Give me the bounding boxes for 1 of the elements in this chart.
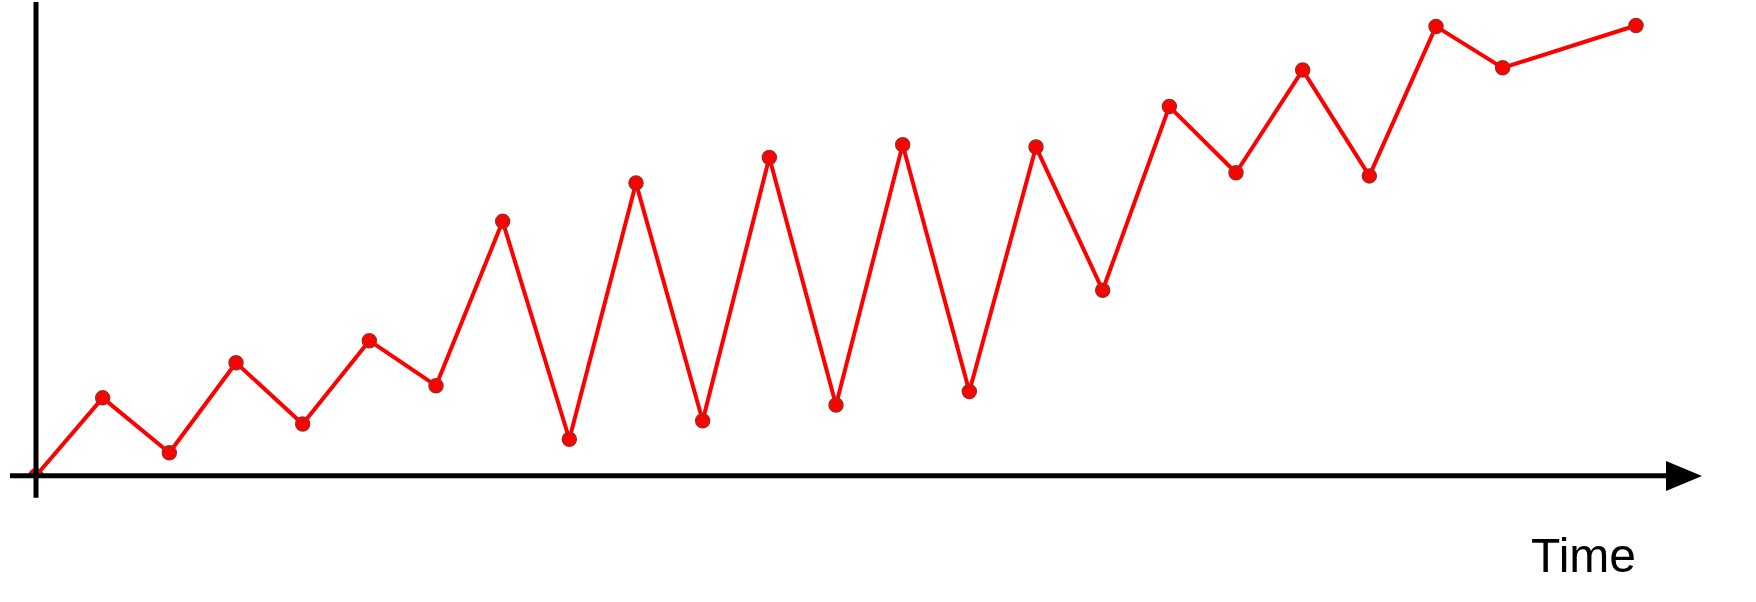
x-axis-title: Time	[1531, 529, 1636, 583]
